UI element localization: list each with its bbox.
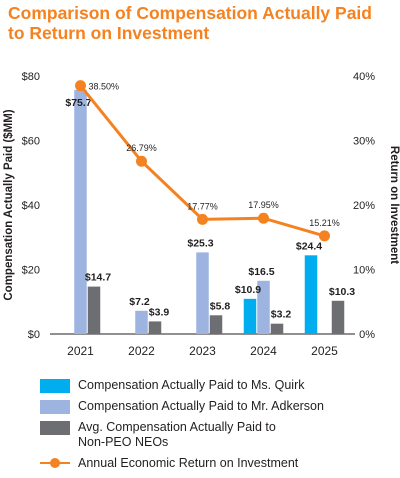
y2-axis-title: Return on Investment bbox=[388, 146, 400, 264]
y-axis-title: Compensation Actually Paid ($MM) bbox=[3, 109, 15, 300]
legend-swatch-non-peo bbox=[40, 421, 70, 435]
bar-non-peo bbox=[331, 300, 345, 334]
y2-tick-label: 0% bbox=[359, 329, 375, 341]
bar-quirk bbox=[243, 298, 257, 334]
legend-item-roi: Annual Economic Return on Investment bbox=[40, 456, 390, 471]
bar-non-peo bbox=[148, 321, 162, 334]
bar-adkerson bbox=[196, 252, 209, 334]
legend-swatch-roi bbox=[40, 456, 70, 470]
bar-label-non-peo: $5.8 bbox=[210, 300, 231, 312]
bar-label-non-peo: $10.3 bbox=[329, 286, 355, 298]
bar-adkerson bbox=[257, 280, 270, 334]
bar-non-peo bbox=[209, 315, 223, 334]
y-tick-label: $20 bbox=[22, 265, 40, 277]
bar-label-adkerson: $7.2 bbox=[129, 296, 150, 308]
legend-label-quirk: Compensation Actually Paid to Ms. Quirk bbox=[78, 378, 305, 392]
legend-label-non-peo: Avg. Compensation Actually Paid to Non-P… bbox=[78, 420, 276, 449]
roi-point-label: 15.21% bbox=[309, 218, 340, 228]
roi-point bbox=[75, 80, 86, 92]
bar-adkerson bbox=[135, 310, 148, 334]
roi-line bbox=[79, 84, 325, 238]
chart-title: Comparison of Compensation Actually Paid… bbox=[8, 3, 398, 43]
bar-label-non-peo: $14.7 bbox=[85, 272, 111, 284]
y-tick-label: $60 bbox=[22, 136, 40, 148]
roi-point bbox=[197, 213, 208, 225]
y2-tick-label: 10% bbox=[353, 265, 375, 277]
y-tick-label: $0 bbox=[28, 329, 40, 341]
bar-label-adkerson: $25.3 bbox=[187, 237, 213, 249]
roi-point bbox=[258, 212, 269, 224]
legend-item-quirk: Compensation Actually Paid to Ms. Quirk bbox=[40, 378, 390, 393]
x-tick-label: 2025 bbox=[311, 344, 338, 358]
roi-point-label: 17.77% bbox=[187, 201, 218, 211]
y-tick-label: $80 bbox=[22, 71, 40, 83]
y2-tick-label: 40% bbox=[353, 71, 375, 83]
chart-title-line-2: to Return on Investment bbox=[8, 23, 210, 43]
x-tick-label: 2022 bbox=[128, 344, 155, 358]
chart-title-line-1: Comparison of Compensation Actually Paid bbox=[8, 3, 372, 23]
x-tick-label: 2023 bbox=[189, 344, 216, 358]
legend-label-adkerson: Compensation Actually Paid to Mr. Adkers… bbox=[78, 399, 324, 413]
chart-legend: Compensation Actually Paid to Ms. Quirk … bbox=[40, 378, 390, 477]
bar-non-peo bbox=[87, 286, 101, 334]
x-tick-label: 2024 bbox=[250, 344, 277, 358]
roi-point-label: 38.50% bbox=[89, 82, 120, 92]
legend-label-roi: Annual Economic Return on Investment bbox=[78, 456, 299, 470]
legend-item-adkerson: Compensation Actually Paid to Mr. Adkers… bbox=[40, 399, 390, 414]
bar-label-non-peo: $3.2 bbox=[271, 309, 292, 321]
roi-point bbox=[319, 230, 330, 242]
bar-label-quirk: $10.9 bbox=[235, 284, 261, 296]
bar-label-adkerson: $16.5 bbox=[248, 266, 274, 278]
bar-quirk bbox=[304, 255, 318, 334]
y2-tick-label: 20% bbox=[353, 200, 375, 212]
bar-label-non-peo: $3.9 bbox=[149, 306, 170, 318]
chart-area: $0 $20 $40 $60 $80 0% 10% 20% 30% 40% 2021 2022 2023… bbox=[3, 71, 400, 358]
roi-point-label: 17.95% bbox=[248, 200, 279, 210]
roi-point bbox=[136, 155, 147, 167]
bar-adkerson bbox=[74, 89, 87, 335]
legend-item-non-peo: Avg. Compensation Actually Paid to Non-P… bbox=[40, 420, 390, 450]
roi-point-label: 26.79% bbox=[126, 143, 157, 153]
x-tick-label: 2021 bbox=[67, 344, 94, 358]
legend-swatch-adkerson bbox=[40, 400, 70, 414]
y2-tick-label: 30% bbox=[353, 136, 375, 148]
y-tick-label: $40 bbox=[22, 200, 40, 212]
bar-non-peo bbox=[270, 323, 284, 334]
legend-swatch-quirk bbox=[40, 379, 70, 393]
bar-label-adkerson: $75.7 bbox=[65, 97, 91, 109]
bar-label-quirk: $24.4 bbox=[296, 240, 322, 252]
